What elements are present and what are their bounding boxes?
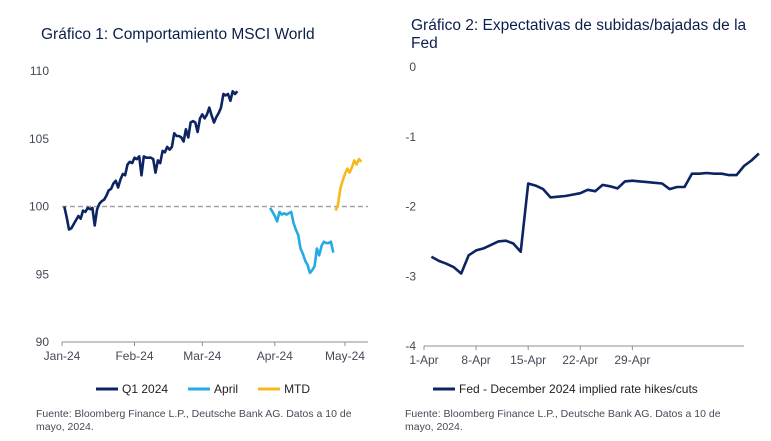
chart2-x-tick-label: 8-Apr [461, 353, 490, 367]
chart2-x-tick-label: 29-Apr [614, 353, 650, 367]
chart1-x-tick-label: Apr-24 [257, 349, 293, 363]
chart2-y-tick-label: -1 [405, 130, 416, 144]
chart2-x-tick-label: 22-Apr [562, 353, 598, 367]
chart2-legend-label-1: Fed - December 2024 implied rate hikes/c… [459, 382, 698, 396]
chart1-x-tick-label: Feb-24 [115, 349, 153, 363]
chart1-x-tick-label: Jan-24 [44, 349, 81, 363]
chart2-y-tick-label: -2 [405, 200, 416, 214]
chart1-x-tick-label: Mar-24 [183, 349, 221, 363]
chart2-source-note: Fuente: Bloomberg Finance L.P., Deutsche… [405, 408, 721, 433]
chart1-y-tick-label: 95 [36, 267, 50, 281]
chart1-y-tick-label: 90 [36, 335, 50, 349]
chart1-legend-label-2: April [214, 382, 238, 396]
chart1-series-line-1 [63, 90, 239, 231]
chart1-series-line-2 [268, 207, 335, 275]
chart1-x-tick-label: May-24 [325, 349, 365, 363]
chart1-title: Gráfico 1: Comportamiento MSCI World [41, 26, 315, 43]
chart2-y-tick-label: -4 [405, 339, 416, 353]
chart1-legend-label-1: Q1 2024 [122, 382, 168, 396]
chart1-legend-label-3: MTD [284, 382, 310, 396]
chart2-title: Gráfico 2: Expectativas de subidas/bajad… [411, 17, 747, 52]
chart1-source-note: Fuente: Bloomberg Finance L.P., Deutsche… [36, 408, 352, 433]
chart2-y-tick-label: 0 [409, 60, 416, 74]
chart1-y-tick-label: 100 [29, 200, 49, 214]
chart2-x-tick-label: 15-Apr [510, 353, 546, 367]
chart2-y-tick-label: -3 [405, 269, 416, 283]
chart2-x-tick-label: 1-Apr [409, 353, 438, 367]
chart1-series-line-3 [334, 157, 363, 212]
chart1-y-tick-label: 105 [29, 132, 49, 146]
chart2-series-line-1 [430, 152, 760, 275]
chart1-y-tick-label: 110 [30, 64, 49, 78]
